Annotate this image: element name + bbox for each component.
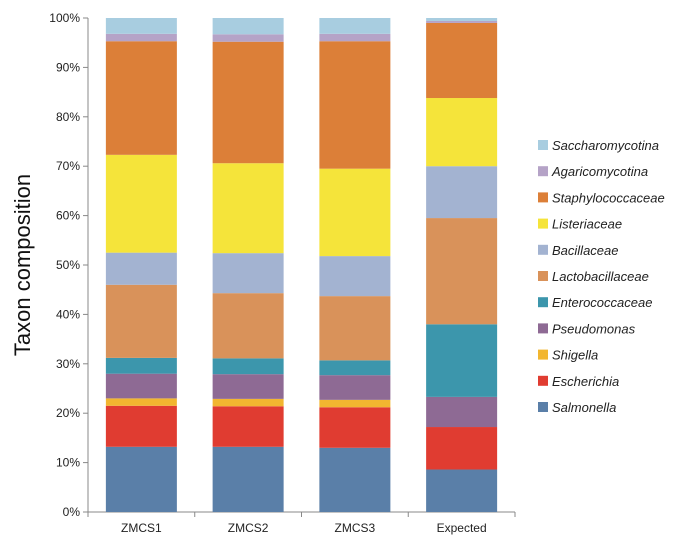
bar-segment-agaricomycotina [212, 34, 284, 42]
bar-segment-bacillaceae [319, 256, 391, 297]
legend-label: Listeriaceae [552, 217, 622, 232]
legend-label: Bacillaceae [552, 243, 619, 258]
bar-segment-saccharomycotina [212, 18, 284, 35]
y-tick-label: 70% [56, 159, 80, 173]
bar-segment-pseudomonas [319, 375, 391, 400]
bar-segment-enterococcaceae [426, 324, 498, 397]
bar-segment-escherichia [319, 407, 391, 448]
bars [105, 18, 498, 512]
bar-segment-saccharomycotina [426, 18, 498, 21]
bar-segment-salmonella [319, 447, 391, 512]
bar-segment-listeriaceae [319, 168, 391, 257]
bar-segment-lactobacillaceae [426, 218, 498, 325]
legend-swatch [538, 244, 548, 255]
y-tick-label: 60% [56, 209, 80, 223]
legend-label: Staphylococcaceae [552, 190, 665, 205]
bar-segment-enterococcaceae [319, 360, 391, 376]
y-axis-title: Taxon composition [10, 174, 35, 356]
legend: Saccharomycotina Agaricomycotina Staphyloc… [538, 138, 665, 415]
legend-swatch [538, 140, 548, 150]
bar-segment-shigella [319, 399, 391, 408]
bar-segment-shigella [212, 398, 284, 407]
y-tick-label: 0% [63, 505, 81, 519]
bar-segment-listeriaceae [212, 163, 284, 254]
bar-segment-bacillaceae [105, 252, 177, 285]
bar-segment-lactobacillaceae [105, 284, 177, 358]
legend-label: Agaricomycotina [551, 164, 648, 179]
bar-segment-pseudomonas [212, 374, 284, 399]
bar-segment-bacillaceae [426, 166, 498, 219]
legend-label: Salmonella [552, 400, 616, 415]
legend-label: Enterococcaceae [552, 295, 652, 310]
y-tick-label: 100% [49, 11, 80, 25]
x-category-label: ZMCS3 [335, 521, 376, 535]
bar-segment-escherichia [212, 406, 284, 447]
bar-segment-salmonella [212, 446, 284, 512]
bar-segment-listeriaceae [105, 154, 177, 253]
legend-swatch [538, 349, 548, 360]
bar-segment-saccharomycotina [319, 18, 391, 34]
legend-swatch [538, 323, 548, 334]
y-tick-label: 30% [56, 357, 80, 371]
labels: 0% 10% 20% 30% 40% 50% 60% 70% 80% 90% 100% ZMCS1 ZM… [49, 11, 486, 535]
bar-segment-agaricomycotina [105, 33, 177, 42]
bar-segment-staphylococcaceae [212, 41, 284, 164]
bar-segment-salmonella [426, 469, 498, 512]
bar-segment-listeriaceae [426, 98, 498, 167]
y-tick-label: 10% [56, 456, 80, 470]
legend-label: Shigella [552, 348, 598, 363]
legend-swatch [538, 218, 548, 229]
y-tick-label: 80% [56, 110, 80, 124]
bar-segment-enterococcaceae [105, 357, 177, 374]
bar-segment-agaricomycotina [319, 33, 391, 42]
bar-segment-staphylococcaceae [105, 41, 177, 155]
bar-segment-salmonella [105, 446, 177, 512]
legend-label: Pseudomonas [552, 321, 636, 336]
bar-segment-lactobacillaceae [319, 296, 391, 361]
legend-swatch [538, 375, 548, 386]
bar-segment-saccharomycotina [105, 18, 177, 34]
legend-swatch [538, 297, 548, 308]
legend-label: Escherichia [552, 374, 619, 389]
bar-segment-agaricomycotina [426, 20, 498, 23]
bar-segment-staphylococcaceae [426, 22, 498, 99]
x-category-label: ZMCS2 [228, 521, 269, 535]
legend-swatch [538, 166, 548, 177]
x-category-label: ZMCS1 [121, 521, 162, 535]
bar-segment-escherichia [105, 405, 177, 447]
y-tick-label: 40% [56, 307, 80, 321]
bar-segment-escherichia [426, 427, 498, 470]
legend-label: Lactobacillaceae [552, 269, 649, 284]
legend-swatch [538, 192, 548, 203]
y-tick-label: 50% [56, 258, 80, 272]
bar-segment-lactobacillaceae [212, 293, 284, 359]
x-category-label: Expected [437, 521, 487, 535]
y-tick-label: 20% [56, 406, 80, 420]
y-tick-label: 90% [56, 60, 80, 74]
legend-swatch [538, 402, 548, 412]
bar-segment-staphylococcaceae [319, 41, 391, 169]
bar-segment-enterococcaceae [212, 358, 284, 375]
legend-label: Saccharomycotina [552, 138, 659, 153]
bar-segment-pseudomonas [105, 373, 177, 399]
bar-segment-shigella [105, 398, 177, 406]
bar-segment-bacillaceae [212, 253, 284, 294]
bar-segment-pseudomonas [426, 396, 498, 428]
legend-swatch [538, 271, 548, 281]
